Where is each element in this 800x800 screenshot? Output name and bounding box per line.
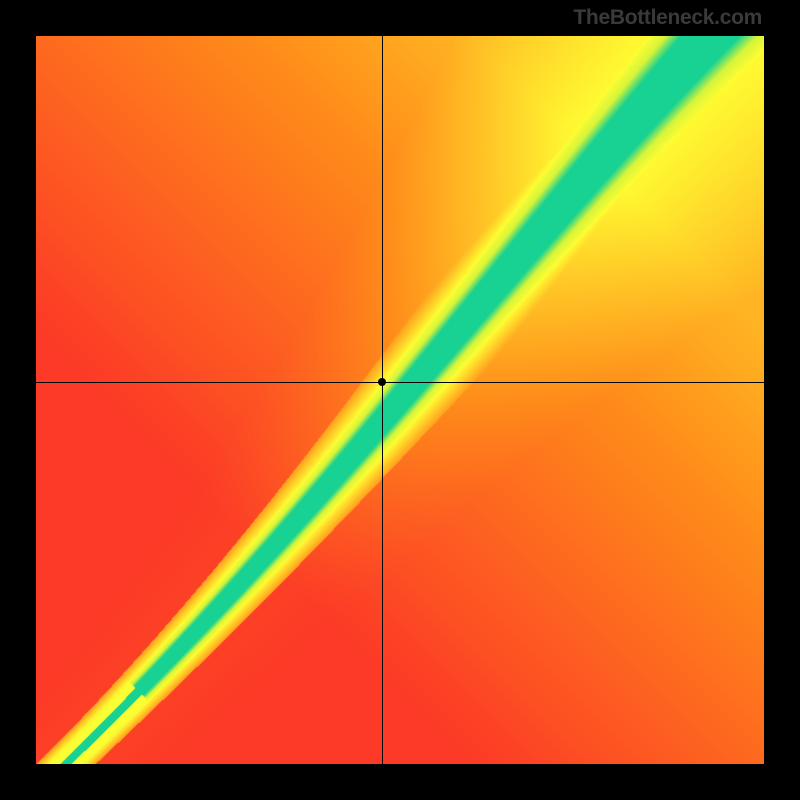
watermark: TheBottleneck.com <box>573 6 762 30</box>
crosshair-horizontal <box>36 382 764 383</box>
crosshair-point <box>378 378 386 386</box>
crosshair-vertical <box>382 36 383 764</box>
heatmap-canvas <box>36 36 764 764</box>
heatmap-plot <box>36 36 764 764</box>
